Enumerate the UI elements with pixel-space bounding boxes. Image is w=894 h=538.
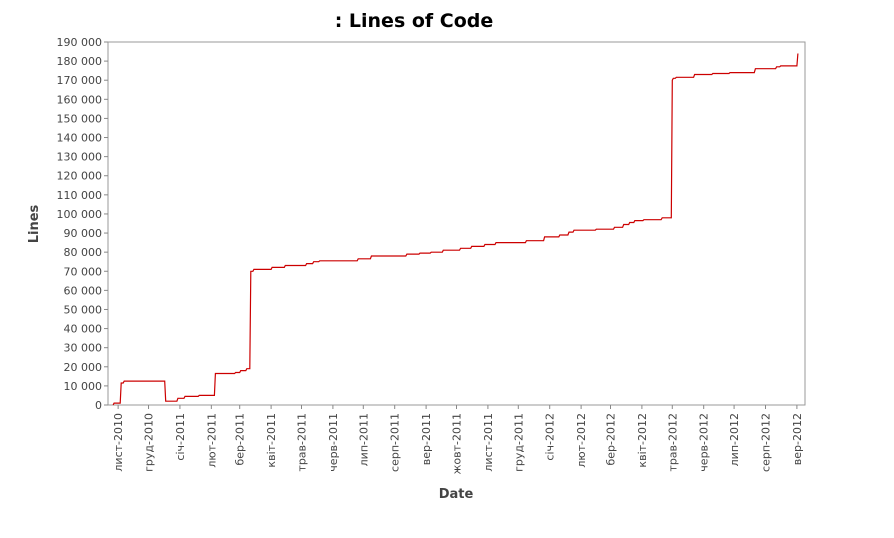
x-tick-label: бер-2012 xyxy=(604,413,617,466)
x-tick-label: лют-2011 xyxy=(205,413,218,468)
y-tick-label: 180 000 xyxy=(57,55,103,68)
y-tick-label: 90 000 xyxy=(64,227,103,240)
x-tick-label: серп-2011 xyxy=(389,413,402,472)
y-tick-label: 140 000 xyxy=(57,132,103,145)
x-axis-label: Date xyxy=(439,487,474,502)
x-tick-label: квіт-2012 xyxy=(636,413,649,468)
x-tick-label: вер-2011 xyxy=(420,413,433,465)
y-tick-label: 30 000 xyxy=(64,342,103,355)
y-tick-label: 190 000 xyxy=(57,36,103,49)
x-tick-label: січ-2011 xyxy=(174,413,187,461)
x-tick-label: черв-2011 xyxy=(327,413,340,472)
plot-area xyxy=(107,41,806,406)
x-axis: лист-2010 груд-2010 січ-2011 лют-2011 бер-20… xyxy=(112,405,804,475)
y-tick-label: 130 000 xyxy=(57,151,103,164)
x-tick-label: лист-2011 xyxy=(482,413,495,472)
series-line-lines xyxy=(112,53,799,406)
x-tick-label: лип-2011 xyxy=(357,413,370,466)
chart-title: : Lines of Code xyxy=(335,10,494,32)
x-tick-label: серп-2012 xyxy=(759,413,772,472)
x-tick-label: вер-2012 xyxy=(791,413,804,465)
x-tick-label: трав-2011 xyxy=(295,413,308,472)
y-tick-label: 50 000 xyxy=(64,303,103,316)
y-axis: 0 10 000 20 000 30 000 40 000 50 000 60 000 70 … xyxy=(57,36,108,412)
y-tick-label: 80 000 xyxy=(64,246,103,259)
x-tick-label: груд-2010 xyxy=(143,413,156,472)
x-tick-label: січ-2012 xyxy=(544,413,557,461)
x-tick-label: груд-2011 xyxy=(512,413,525,472)
x-tick-label: бер-2011 xyxy=(234,413,247,466)
x-tick-label: квіт-2011 xyxy=(265,413,278,468)
x-tick-label: лют-2012 xyxy=(575,413,588,468)
y-tick-label: 70 000 xyxy=(64,265,103,278)
y-tick-label: 150 000 xyxy=(57,112,103,125)
y-tick-label: 100 000 xyxy=(57,208,103,221)
y-tick-label: 40 000 xyxy=(64,323,103,336)
x-tick-label: лист-2010 xyxy=(112,413,125,472)
x-tick-label: жовт-2011 xyxy=(451,413,464,475)
y-tick-label: 170 000 xyxy=(57,74,103,87)
y-tick-label: 0 xyxy=(95,399,102,412)
y-tick-label: 160 000 xyxy=(57,93,103,106)
x-tick-label: черв-2012 xyxy=(698,413,711,472)
x-tick-label: трав-2012 xyxy=(666,413,679,472)
y-tick-label: 120 000 xyxy=(57,170,103,183)
x-tick-label: лип-2012 xyxy=(728,413,741,466)
y-tick-label: 60 000 xyxy=(64,284,103,297)
y-tick-label: 10 000 xyxy=(64,380,103,393)
y-tick-label: 20 000 xyxy=(64,361,103,374)
y-axis-label: Lines xyxy=(27,204,42,243)
y-tick-label: 110 000 xyxy=(57,189,103,202)
